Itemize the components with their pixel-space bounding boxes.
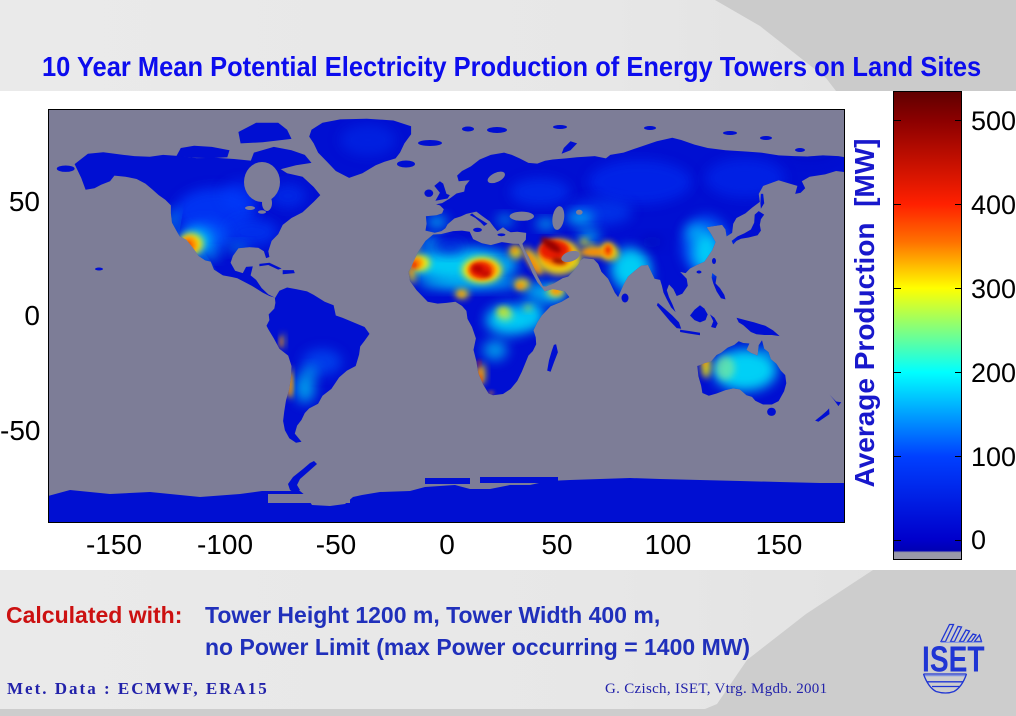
svg-text:ISET: ISET xyxy=(922,639,985,680)
